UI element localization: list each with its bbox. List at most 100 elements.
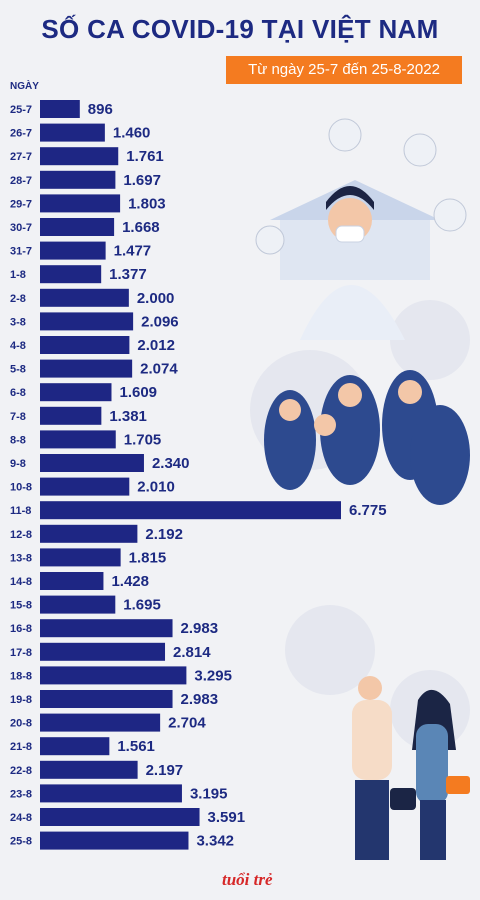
- bar: [40, 760, 138, 779]
- value-label: 1.697: [123, 172, 161, 189]
- bar: [40, 147, 119, 166]
- bar: [40, 288, 129, 307]
- day-label: 6-8: [10, 387, 26, 399]
- value-label: 2.704: [168, 715, 206, 732]
- day-label: 8-8: [10, 434, 26, 446]
- doctor-crowd-illustration: [250, 118, 470, 505]
- value-label: 1.460: [113, 125, 151, 142]
- day-label: 21-8: [10, 741, 32, 753]
- bar: [40, 359, 133, 378]
- bar: [40, 265, 102, 284]
- day-label: 5-8: [10, 364, 26, 376]
- bar: [40, 312, 134, 331]
- bar: [40, 713, 161, 732]
- day-label: 11-8: [10, 505, 31, 517]
- day-label: 16-8: [10, 623, 32, 635]
- value-label: 1.705: [124, 431, 162, 448]
- bar: [40, 100, 80, 118]
- tuoi-tre-logo: tuổi trẻ: [222, 870, 273, 889]
- day-label: 19-8: [10, 694, 32, 706]
- day-label: 24-8: [10, 812, 32, 824]
- value-label: 1.803: [128, 195, 166, 212]
- value-label: 2.814: [173, 644, 211, 661]
- day-label: 25-7: [10, 104, 32, 116]
- bar: [40, 572, 104, 590]
- day-label: 25-8: [10, 836, 32, 848]
- bar: [40, 241, 106, 260]
- value-label: 896: [88, 101, 113, 118]
- value-label: 3.591: [208, 809, 246, 826]
- day-label: 31-7: [10, 246, 32, 258]
- value-label: 2.012: [137, 337, 175, 354]
- day-label: 30-7: [10, 222, 32, 234]
- day-label: 13-8: [10, 552, 32, 564]
- day-label: 18-8: [10, 670, 32, 682]
- day-label: 3-8: [10, 316, 26, 328]
- bar: [40, 477, 130, 496]
- value-label: 2.000: [137, 290, 175, 307]
- day-label: 12-8: [10, 529, 32, 541]
- bar: [40, 831, 189, 850]
- bar: [40, 406, 102, 425]
- day-label: 10-8: [10, 482, 32, 494]
- bar: [40, 524, 138, 543]
- day-label: 7-8: [10, 411, 26, 423]
- bar: [40, 642, 166, 661]
- bar: [40, 690, 173, 708]
- value-label: 1.815: [129, 549, 167, 566]
- bar: [40, 430, 116, 449]
- bar: [40, 501, 341, 520]
- value-label: 1.561: [117, 738, 155, 755]
- bar: [40, 548, 121, 567]
- value-label: 1.428: [111, 573, 149, 590]
- value-label: 6.775: [349, 502, 387, 519]
- bar: [40, 336, 130, 354]
- value-label: 1.695: [123, 597, 161, 614]
- day-label: 29-7: [10, 198, 32, 210]
- day-label: 2-8: [10, 293, 26, 305]
- value-label: 3.342: [196, 833, 234, 850]
- value-label: 1.761: [126, 148, 164, 165]
- bar: [40, 619, 173, 638]
- bar: [40, 666, 187, 685]
- day-label: 23-8: [10, 788, 32, 800]
- bar: [40, 737, 110, 756]
- chart-title: SỐ CA COVID-19 TẠI VIỆT NAM: [41, 14, 439, 44]
- value-label: 3.295: [194, 667, 232, 684]
- bar: [40, 218, 115, 236]
- day-label: 26-7: [10, 128, 32, 140]
- value-label: 2.010: [137, 479, 175, 496]
- bar: [40, 194, 121, 213]
- bar: [40, 123, 105, 142]
- day-label: 17-8: [10, 647, 32, 659]
- bar: [40, 454, 144, 472]
- y-axis-label: NGÀY: [10, 81, 39, 92]
- bar: [40, 170, 116, 189]
- day-label: 9-8: [10, 458, 26, 470]
- value-label: 1.668: [122, 219, 160, 236]
- value-label: 1.381: [109, 408, 147, 425]
- day-label: 1-8: [10, 269, 26, 281]
- day-label: 20-8: [10, 718, 32, 730]
- value-label: 1.477: [114, 243, 152, 260]
- date-range-badge: Từ ngày 25-7 đến 25-8-2022: [226, 56, 462, 84]
- value-label: 3.195: [190, 785, 228, 802]
- value-label: 2.074: [140, 361, 178, 378]
- value-label: 2.983: [181, 620, 219, 637]
- day-label: 28-7: [10, 175, 32, 187]
- value-label: 1.609: [119, 384, 157, 401]
- value-label: 2.340: [152, 455, 190, 472]
- day-label: 15-8: [10, 600, 32, 612]
- value-label: 2.096: [141, 313, 179, 330]
- day-label: 14-8: [10, 576, 32, 588]
- day-label: 27-7: [10, 151, 32, 163]
- value-label: 2.192: [145, 526, 183, 543]
- bar: [40, 784, 182, 803]
- value-label: 2.983: [181, 691, 219, 708]
- bar: [40, 808, 200, 826]
- walking-people-illustration: [285, 605, 470, 860]
- bar: [40, 595, 116, 614]
- value-label: 2.197: [146, 762, 184, 779]
- value-label: 1.377: [109, 266, 147, 283]
